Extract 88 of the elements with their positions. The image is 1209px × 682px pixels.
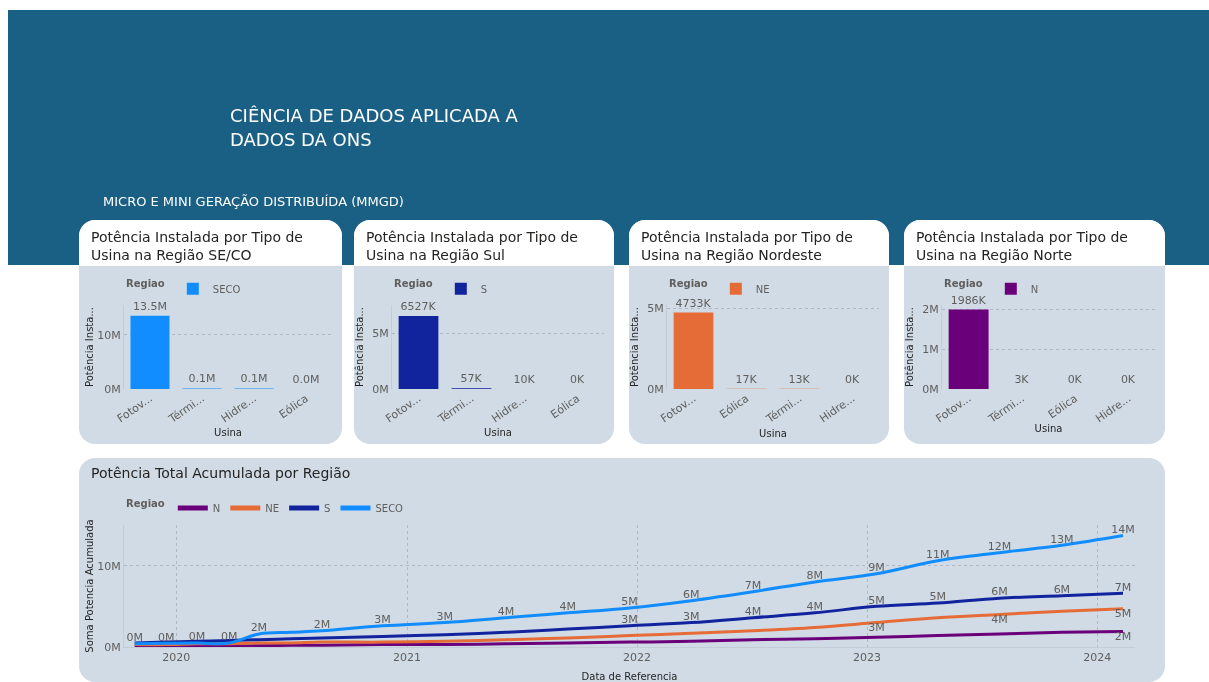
legend-title: Regiao xyxy=(126,278,165,290)
data-label: 0.1M xyxy=(188,372,216,386)
data-label: 13K xyxy=(788,372,811,386)
data-label: 3K xyxy=(1014,372,1030,386)
y-tick-label: 10M xyxy=(97,328,121,342)
y-tick-label: 0M xyxy=(104,640,121,654)
y-axis-title: Potência Insta... xyxy=(629,307,640,387)
y-tick-label: 2M xyxy=(922,302,939,316)
data-label: 2M xyxy=(313,617,331,631)
x-axis-title: Usina xyxy=(484,427,512,439)
data-label: 3M xyxy=(374,613,391,627)
data-label: 4M xyxy=(991,612,1008,626)
y-axis-title: Potência Insta... xyxy=(84,307,96,387)
data-label: 2M xyxy=(250,621,268,635)
data-label: 17K xyxy=(735,372,758,386)
chart-title: Potência Instalada por Tipo de Usina na Região Nordeste xyxy=(629,220,889,266)
data-label: 4M xyxy=(497,604,515,618)
data-label: 8M xyxy=(806,569,824,583)
data-label: 0.0M xyxy=(292,373,320,386)
text: CIÊNCIA DE DADOS APLICADA A DADOS DA ONS xyxy=(230,104,519,152)
data-label: 4M xyxy=(806,600,824,614)
data-label: 4733K xyxy=(675,296,712,310)
chart-title: Potência Instalada por Tipo de Usina na Região Norte xyxy=(904,220,1165,266)
x-tick-label: 2024 xyxy=(1083,651,1112,665)
y-axis-title: Soma Potencia Acumulada xyxy=(84,519,96,653)
data-label: 0K xyxy=(1120,373,1136,386)
bar xyxy=(673,312,714,389)
x-axis-title: Usina xyxy=(759,428,787,440)
legend-label: S xyxy=(324,502,331,514)
data-label: 6M xyxy=(1053,583,1071,597)
legend-label: SECO xyxy=(212,283,241,295)
data-label: 13M xyxy=(1050,532,1074,546)
x-tick-label: 2023 xyxy=(853,651,882,665)
chart-title: Potência Instalada por Tipo de Usina na Região SE/CO xyxy=(79,220,342,266)
data-label: 13.5M xyxy=(133,299,167,313)
data-label: 9M xyxy=(868,561,885,575)
data-label: 7M xyxy=(1114,580,1132,594)
legend-title: Regiao xyxy=(126,497,165,509)
chart-title: Potência Instalada por Tipo de Usina na Região Sul xyxy=(354,220,614,266)
x-tick-label: 2022 xyxy=(623,651,652,665)
data-label: 3M xyxy=(683,609,700,623)
data-label: 3M xyxy=(868,620,885,634)
y-tick-label: 1M xyxy=(922,342,939,356)
data-label: 14M xyxy=(1111,522,1135,536)
data-label: 0K xyxy=(1067,373,1083,386)
y-tick-label: 0M xyxy=(922,382,939,396)
y-tick-label: 0M xyxy=(104,382,121,396)
x-tick-label: 2021 xyxy=(393,651,421,665)
x-tick-label: 2020 xyxy=(162,651,191,665)
data-label: 2M xyxy=(1114,629,1132,643)
data-label: 1986K xyxy=(950,293,987,307)
legend-title: Regiao xyxy=(669,278,708,290)
x-axis-title: Usina xyxy=(1034,423,1063,435)
data-label: 0K xyxy=(570,373,585,386)
text: MICRO E MINI GERAÇÃO DISTRIBUÍDA (MMGD) xyxy=(103,194,404,209)
data-label: 5M xyxy=(621,595,638,609)
data-label: 5M xyxy=(868,593,885,607)
legend-label: NE xyxy=(265,502,280,514)
x-axis-title: Usina xyxy=(214,427,242,439)
y-axis-title: Potência Insta... xyxy=(904,307,915,387)
data-label: 0K xyxy=(845,373,860,386)
data-label: 11M xyxy=(925,548,950,562)
legend-title: Regiao xyxy=(394,278,433,290)
y-axis-title: Potência Insta... xyxy=(354,307,365,387)
chart-title: Potência Total Acumulada por Região xyxy=(90,464,352,483)
data-label: 7M xyxy=(744,578,762,592)
legend-label: N xyxy=(1030,283,1039,295)
data-label: 5M xyxy=(1114,607,1132,621)
data-label: 3M xyxy=(621,613,638,627)
data-label: 6527K xyxy=(400,299,437,313)
x-axis-title: Data de Referencia xyxy=(581,671,678,682)
data-label: 12M xyxy=(987,539,1012,553)
data-label: 0.1M xyxy=(240,372,268,386)
data-label: 10K xyxy=(513,372,536,386)
legend-label: S xyxy=(480,283,488,295)
data-label: 6M xyxy=(991,585,1008,599)
legend-title: Regiao xyxy=(944,278,983,290)
legend-label: N xyxy=(212,502,221,514)
data-label: 0M xyxy=(188,630,206,644)
data-label: 4M xyxy=(744,604,762,618)
legend-label: SECO xyxy=(375,502,404,514)
data-label: 57K xyxy=(460,372,483,386)
data-label: 6M xyxy=(683,587,700,601)
data-label: 3M xyxy=(436,609,454,623)
data-label: 0M xyxy=(126,631,143,644)
data-label: 4M xyxy=(559,600,576,614)
legend-label: NE xyxy=(755,283,770,295)
y-tick-label: 10M xyxy=(97,559,121,573)
